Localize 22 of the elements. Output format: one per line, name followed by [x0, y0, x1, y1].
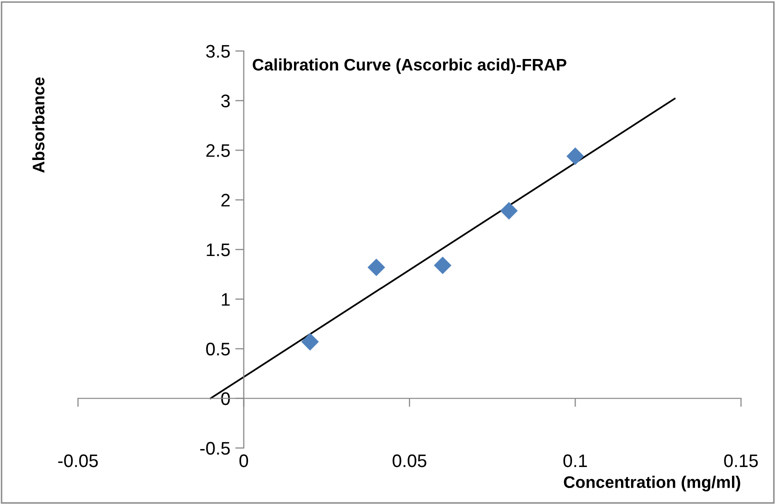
y-tick-label: 0.5: [206, 342, 230, 356]
point: [434, 256, 452, 274]
x-tick-label: 0.1: [563, 454, 587, 468]
y-tick-label: 1: [222, 293, 230, 306]
y-tick-label: 3: [221, 94, 230, 108]
point: [500, 202, 518, 220]
y-tick-label: 0: [221, 392, 230, 406]
y-tick-label: -0.5: [200, 442, 230, 455]
y-tick-label: 3.5: [206, 44, 230, 58]
point: [368, 258, 386, 276]
x-tick-label: 0: [239, 454, 248, 468]
x-tick-label: -0.05: [58, 454, 98, 468]
x-tick-label: 0.05: [392, 454, 426, 468]
point: [566, 147, 584, 165]
y-tick-label: 2.5: [206, 144, 230, 157]
point: [301, 333, 319, 351]
y-tick-label: 2: [221, 194, 230, 206]
x-tick-label: 0.15: [724, 454, 758, 468]
x-axis-title: Concentration (mg/ml): [564, 476, 740, 492]
y-tick-label: 1.5: [206, 244, 230, 256]
chart-title: Calibration Curve (Ascorbic acid)-FRAP: [252, 58, 566, 74]
y-axis-title: Absorbance: [32, 77, 44, 173]
